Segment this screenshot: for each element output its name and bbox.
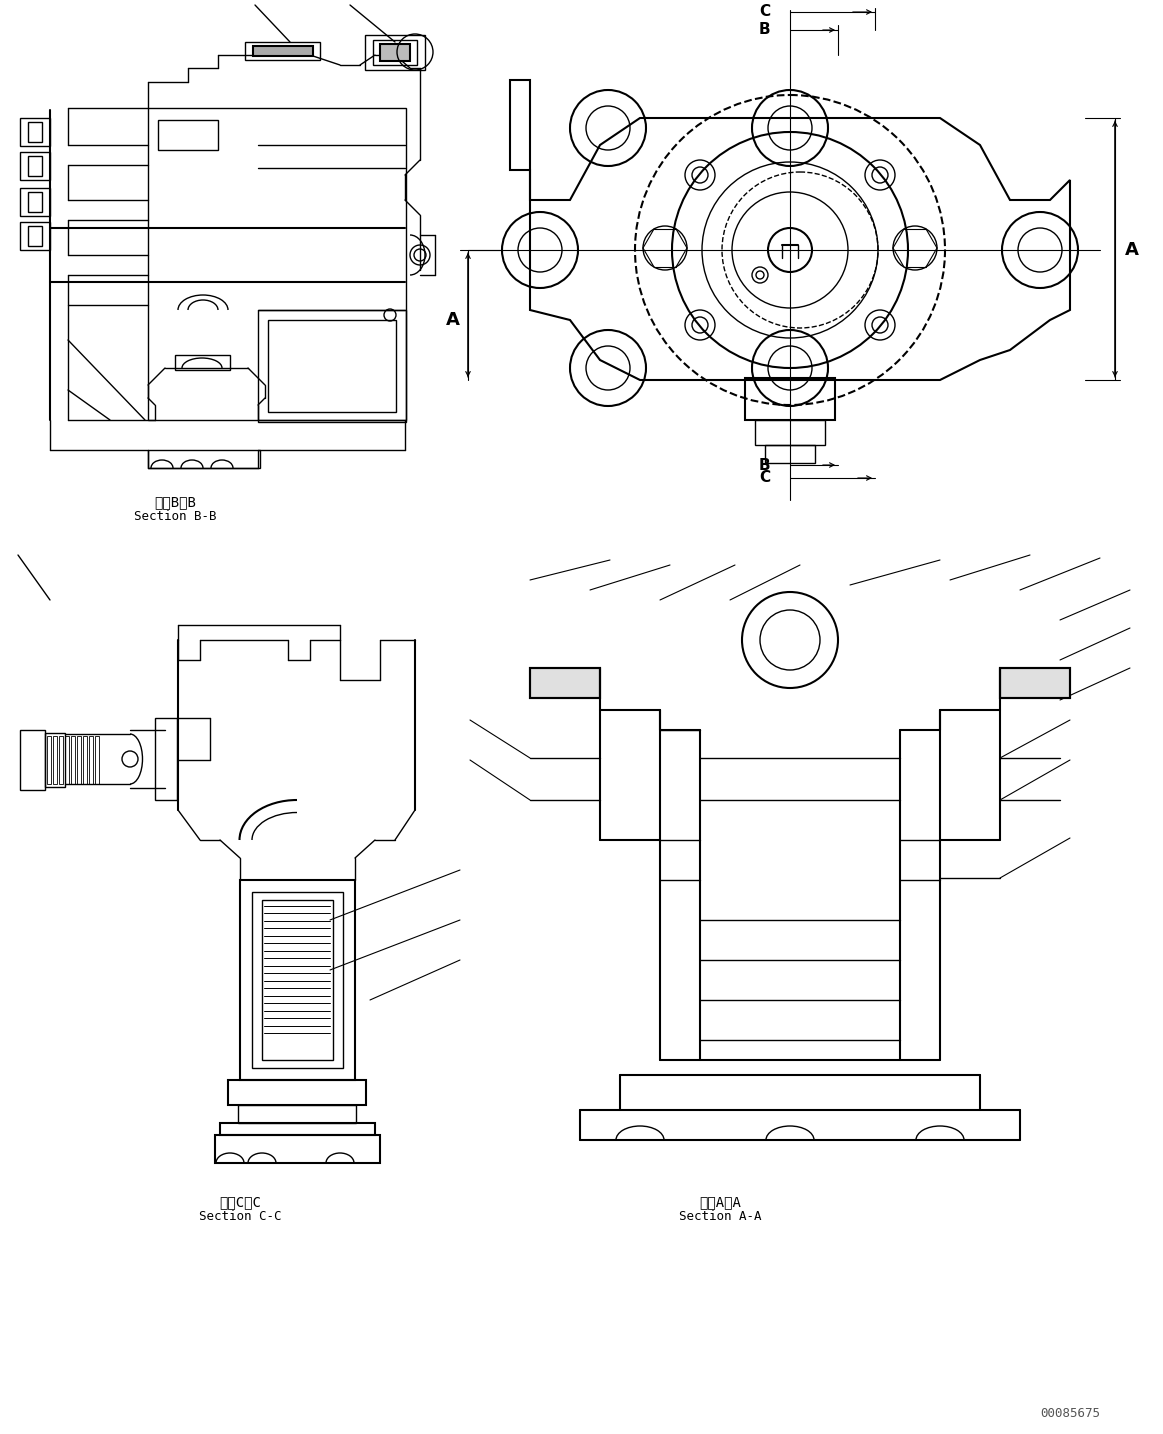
Bar bbox=[1000, 668, 1070, 698]
Bar bbox=[174, 356, 230, 370]
Bar bbox=[28, 156, 42, 176]
Bar bbox=[745, 379, 835, 420]
Bar bbox=[262, 901, 333, 1060]
Bar bbox=[530, 668, 600, 698]
Bar bbox=[765, 445, 815, 463]
Text: 断面A－A: 断面A－A bbox=[699, 1195, 741, 1209]
Text: A: A bbox=[1125, 241, 1139, 260]
Bar bbox=[755, 420, 825, 445]
Bar bbox=[71, 736, 74, 784]
Text: Section A-A: Section A-A bbox=[679, 1210, 762, 1223]
Bar bbox=[65, 736, 69, 784]
Bar bbox=[158, 120, 217, 151]
Bar bbox=[45, 733, 65, 787]
Bar bbox=[373, 40, 418, 65]
Bar bbox=[20, 730, 45, 790]
Bar bbox=[252, 892, 343, 1068]
Bar bbox=[20, 152, 50, 181]
Text: 断面C－C: 断面C－C bbox=[219, 1195, 261, 1209]
Bar bbox=[28, 227, 42, 247]
Bar bbox=[28, 192, 42, 212]
Bar bbox=[90, 736, 93, 784]
Bar bbox=[245, 42, 320, 60]
Bar bbox=[254, 46, 313, 56]
Bar bbox=[28, 122, 42, 142]
Bar bbox=[228, 1080, 366, 1106]
Bar bbox=[83, 736, 87, 784]
Bar bbox=[77, 736, 81, 784]
Text: A: A bbox=[447, 311, 461, 328]
Bar bbox=[20, 188, 50, 217]
Bar bbox=[365, 34, 424, 70]
Bar bbox=[380, 44, 411, 62]
Bar bbox=[148, 108, 406, 420]
Text: C: C bbox=[759, 4, 770, 20]
Text: Section B-B: Section B-B bbox=[134, 511, 216, 523]
Bar bbox=[215, 1134, 380, 1163]
Text: 断面B－B: 断面B－B bbox=[154, 495, 195, 509]
Text: 00085675: 00085675 bbox=[1040, 1407, 1100, 1420]
Bar bbox=[258, 310, 406, 422]
Bar bbox=[238, 1106, 356, 1123]
Bar bbox=[95, 736, 99, 784]
Bar bbox=[20, 222, 50, 250]
Bar bbox=[148, 450, 261, 467]
Bar bbox=[530, 668, 600, 698]
Text: B: B bbox=[758, 23, 770, 37]
Bar bbox=[220, 1123, 374, 1134]
Bar bbox=[20, 118, 50, 146]
Text: B: B bbox=[758, 457, 770, 472]
Bar bbox=[240, 880, 355, 1080]
Bar bbox=[59, 736, 63, 784]
Bar bbox=[1000, 668, 1070, 698]
Bar bbox=[47, 736, 51, 784]
Bar bbox=[53, 736, 57, 784]
Bar bbox=[155, 718, 177, 800]
Text: Section C-C: Section C-C bbox=[199, 1210, 281, 1223]
Text: C: C bbox=[759, 470, 770, 486]
Bar bbox=[267, 320, 395, 412]
